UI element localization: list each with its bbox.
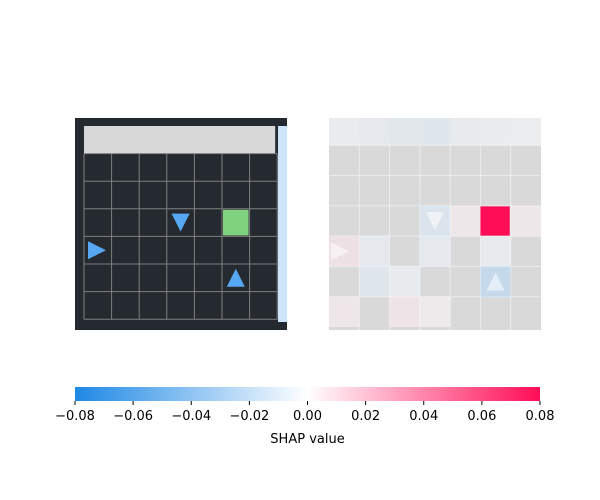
- colorbar-tick-label: −0.04: [171, 409, 211, 424]
- shap-cell: [480, 206, 510, 236]
- shap-cell: [359, 266, 390, 297]
- shap-cell: [389, 118, 420, 146]
- colorbar-tick-label: 0.06: [467, 409, 496, 424]
- observation-grid: [83, 153, 278, 320]
- shap-cell: [419, 118, 451, 146]
- shap-cell: [510, 118, 541, 146]
- shap-cell: [480, 118, 511, 146]
- shap-cell: [450, 205, 481, 237]
- shap-overlay-panel: [329, 118, 541, 330]
- agent-arrow-up: [226, 268, 245, 287]
- shap-cell: [419, 236, 451, 267]
- colorbar-ticks: −0.08 −0.06 −0.04 −0.02 0.00 0.02 0.04 0.06 0.08: [55, 401, 554, 424]
- faint-agent-arrow: [426, 212, 444, 230]
- colorbar-label: SHAP value: [270, 432, 344, 447]
- shap-cell: [329, 118, 360, 146]
- observation-right-bar: [278, 126, 287, 322]
- agent-arrow-right: [88, 241, 106, 260]
- shap-cell: [389, 296, 420, 327]
- shap-cell: [389, 266, 420, 297]
- colorbar-tick-label: −0.02: [229, 409, 269, 424]
- agent-arrow-down: [171, 213, 190, 232]
- colorbar-gradient: [75, 387, 540, 401]
- shap-cell: [450, 118, 481, 146]
- colorbar-tick-label: −0.06: [113, 409, 153, 424]
- colorbar-tick-label: 0.08: [526, 409, 555, 424]
- shap-cell: [359, 118, 390, 146]
- observation-top-bar: [84, 126, 276, 154]
- shap-cell: [329, 296, 360, 327]
- colorbar-tick-label: 0.04: [409, 409, 438, 424]
- colorbar: −0.08 −0.06 −0.04 −0.02 0.00 0.02 0.04 0.06 0.08…: [55, 387, 554, 447]
- colorbar-tick-label: 0.02: [351, 409, 380, 424]
- shap-cell: [510, 205, 541, 237]
- colorbar-tick-label: 0.00: [293, 409, 322, 424]
- colorbar-tick-label: −0.08: [55, 409, 95, 424]
- goal-cell: [223, 209, 249, 236]
- faint-agent-arrow: [486, 272, 505, 291]
- shap-cell: [359, 236, 390, 267]
- shap-cell: [419, 296, 451, 327]
- faint-agent-arrow: [331, 242, 349, 261]
- shap-cell: [480, 236, 511, 267]
- observation-panel: [75, 118, 287, 330]
